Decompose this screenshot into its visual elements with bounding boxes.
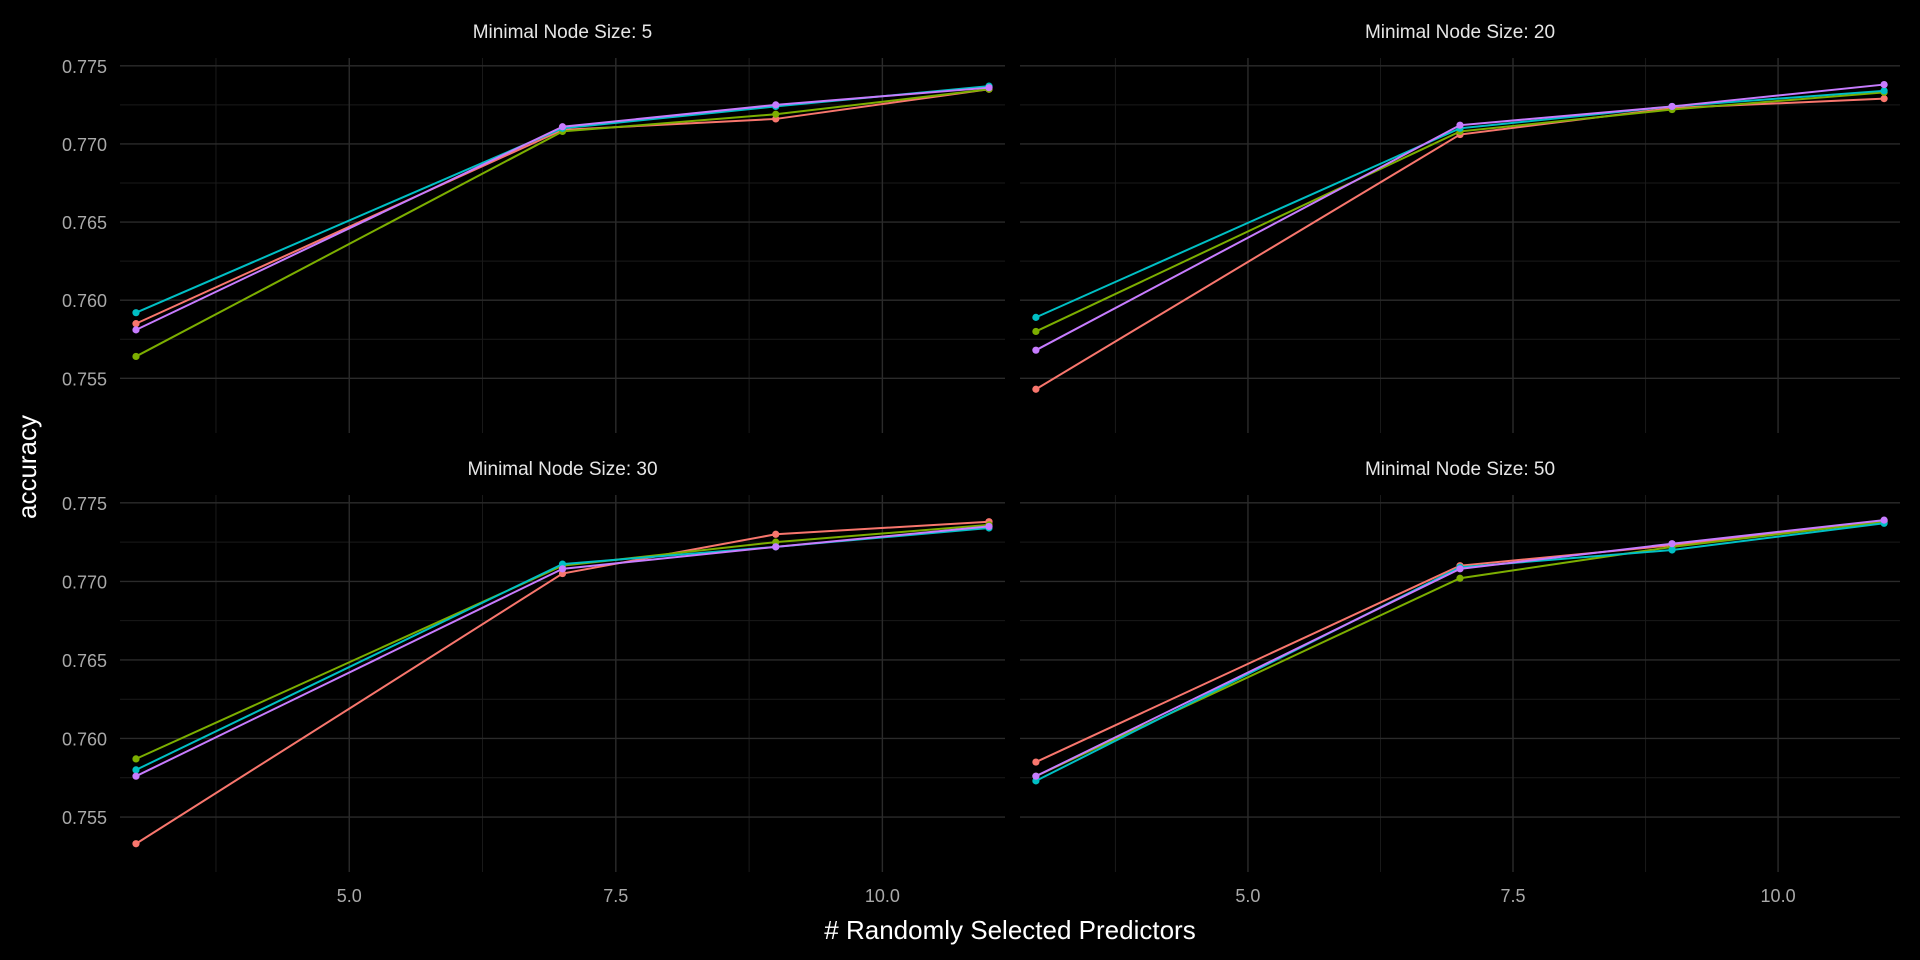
y-tick-label: 0.770 — [62, 572, 107, 592]
x-tick-label: 5.0 — [337, 886, 362, 906]
series-line — [1035, 83, 1885, 352]
data-point — [132, 840, 140, 848]
data-point — [1880, 87, 1888, 95]
data-point — [1880, 80, 1888, 89]
data-point — [132, 326, 140, 334]
panel-title: Minimal Node Size: 20 — [1365, 22, 1555, 43]
y-tick-label: 0.760 — [62, 729, 107, 749]
series-line — [1035, 519, 1885, 778]
data-point — [1668, 540, 1676, 548]
y-tick-label: 0.775 — [62, 57, 107, 77]
data-point — [558, 123, 567, 131]
x-tick-label: 10.0 — [865, 886, 900, 906]
series-line — [135, 523, 990, 760]
series-line — [1035, 520, 1885, 778]
data-point — [1880, 516, 1888, 524]
series-line — [135, 88, 990, 325]
data-point — [132, 309, 140, 317]
panel-4: Minimal Node Size: 50 5.0 7.5 10.0 — [1020, 459, 1900, 906]
data-point — [1456, 121, 1464, 129]
data-point — [132, 772, 140, 780]
y-tick-label: 0.760 — [62, 291, 107, 311]
data-point — [1032, 346, 1040, 354]
data-point — [132, 755, 140, 763]
y-tick-label: 0.755 — [62, 808, 107, 828]
data-point — [1032, 313, 1040, 321]
panel-title: Minimal Node Size: 50 — [1365, 459, 1555, 480]
data-point — [1032, 385, 1040, 393]
data-point — [772, 101, 780, 109]
data-point — [1032, 327, 1040, 336]
panel-1: Minimal Node Size: 5 0.755 0.760 0.765 0.770… — [62, 22, 1005, 433]
y-tick-label: 0.765 — [62, 213, 107, 233]
data-point — [132, 320, 140, 328]
y-tick-label: 0.765 — [62, 651, 107, 671]
series-line — [135, 525, 990, 778]
panel-title: Minimal Node Size: 30 — [467, 459, 657, 480]
data-point — [985, 84, 993, 92]
data-point — [772, 543, 780, 551]
y-tick-label: 0.755 — [62, 369, 107, 389]
series-line — [1035, 522, 1885, 782]
panel-3: Minimal Node Size: 30 0.755 0.760 0.765 0.77… — [62, 459, 1005, 906]
series-line — [135, 86, 990, 331]
data-point — [772, 110, 780, 118]
y-tick-label: 0.770 — [62, 135, 107, 155]
x-tick-label: 5.0 — [1235, 886, 1260, 906]
x-tick-label: 10.0 — [1761, 886, 1796, 906]
data-point — [985, 522, 993, 531]
x-tick-label: 7.5 — [1500, 886, 1525, 906]
data-point — [132, 352, 140, 361]
series-line — [1035, 91, 1885, 333]
data-point — [1456, 574, 1464, 582]
data-point — [1668, 546, 1676, 554]
y-axis-title: accuracy — [12, 415, 42, 519]
data-point — [772, 530, 780, 538]
data-point — [1880, 95, 1888, 103]
series-line — [1035, 89, 1885, 319]
x-axis-title: # Randomly Selected Predictors — [824, 915, 1195, 945]
x-tick-label: 7.5 — [603, 886, 628, 906]
panels: Minimal Node Size: 5 0.755 0.760 0.765 0.770… — [62, 22, 1900, 906]
data-point — [132, 766, 140, 774]
data-point — [1456, 565, 1464, 573]
data-point — [1668, 102, 1676, 111]
data-point — [1032, 772, 1040, 780]
series-line — [135, 88, 990, 358]
y-tick-label: 0.775 — [62, 494, 107, 514]
panel-2: Minimal Node Size: 20 — [1020, 22, 1900, 433]
data-point — [1032, 758, 1040, 766]
data-point — [558, 565, 567, 573]
panel-title: Minimal Node Size: 5 — [473, 22, 653, 43]
